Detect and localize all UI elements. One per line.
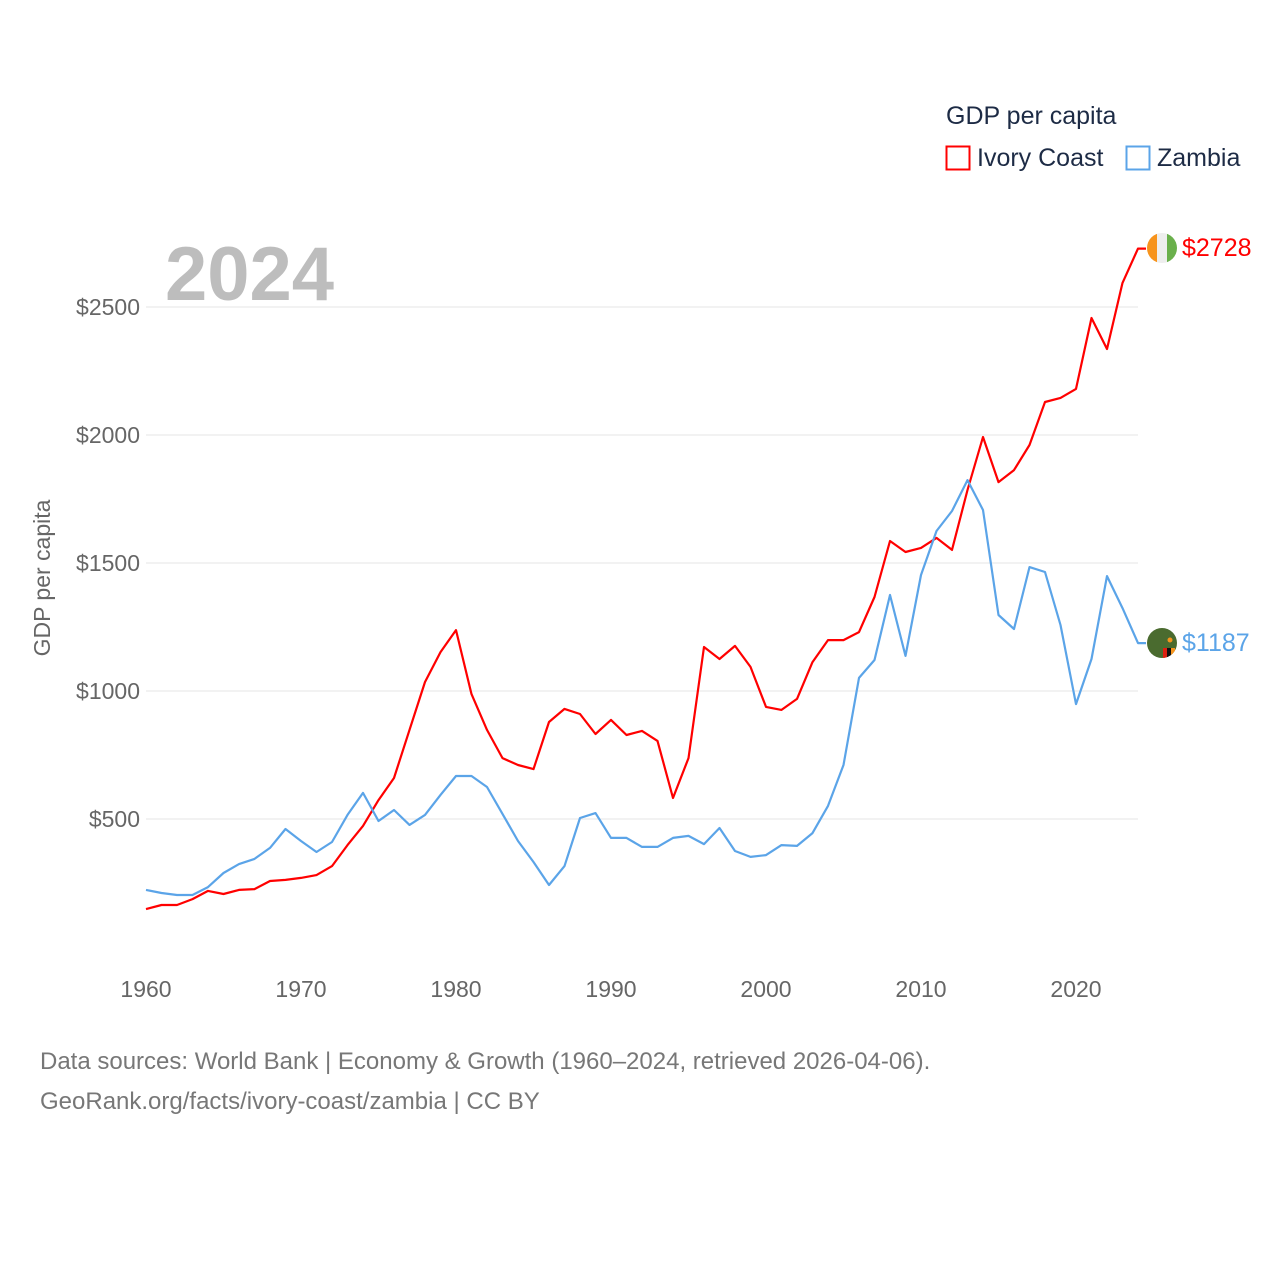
legend-swatch-zambia [1125,145,1151,171]
series-line-zambia [145,479,1146,897]
y-tick-label: $500 [89,806,140,832]
ivory-coast-flag-icon [1147,233,1177,263]
x-tick-label: 1990 [585,976,636,1002]
footer: Data sources: World Bank | Economy & Gro… [40,1042,930,1122]
x-tick-label: 1960 [120,976,171,1002]
end-label-ivory-coast: $2728 [1182,234,1252,262]
end-label-zambia: $1187 [1182,629,1250,657]
y-tick-label: $1000 [76,678,140,704]
data-source-note: Data sources: World Bank | Economy & Gro… [40,1048,931,1075]
legend-swatch-ivory-coast [945,145,971,171]
zambia-flag-icon [1147,628,1177,658]
year-label: 2024 [165,232,334,317]
x-tick-label: 1970 [275,976,326,1002]
legend-label-ivory-coast: Ivory Coast [977,144,1103,172]
y-axis: $500 $1000 $1500 $2000 $2500 [76,294,140,832]
x-axis: 1960 1970 1980 1990 2000 2010 2020 [120,976,1101,1002]
source-link[interactable]: GeoRank.org/facts/ivory-coast/zambia | C… [40,1088,540,1115]
y-axis-label: GDP per capita [29,499,55,656]
legend-title: GDP per capita [946,102,1117,130]
x-tick-label: 2020 [1050,976,1101,1002]
y-tick-label: $2000 [76,422,140,448]
x-tick-label: 1980 [430,976,481,1002]
x-tick-label: 2000 [740,976,791,1002]
gridlines [146,306,1138,820]
x-tick-label: 2010 [895,976,946,1002]
series-line-ivory-coast [145,247,1146,911]
y-tick-label: $1500 [76,550,140,576]
series-group [145,247,1146,911]
legend-label-zambia: Zambia [1157,144,1240,172]
y-tick-label: $2500 [76,294,140,320]
legend: GDP per capita Ivory Coast Zambia [945,102,1240,172]
